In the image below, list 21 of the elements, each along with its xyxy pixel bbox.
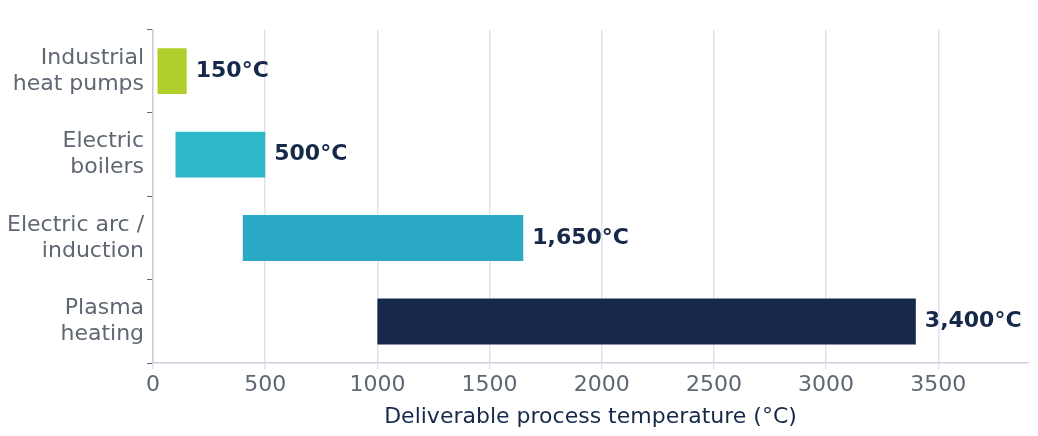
y-tick-label: Plasma heating	[60, 293, 145, 346]
y-tick-label: Electric arc / induction	[7, 210, 145, 262]
x-tick-label: 0	[146, 371, 161, 397]
x-tick-label: 1000	[349, 371, 406, 397]
y-tick-label: Electric boilers	[62, 127, 145, 179]
x-tick-label: 2000	[573, 371, 630, 397]
x-axis-title: Deliverable process temperature (°C)	[384, 402, 797, 428]
bar	[175, 131, 266, 178]
data-label: 1,650°C	[532, 223, 629, 249]
data-label: 3,400°C	[924, 307, 1022, 333]
bar	[242, 215, 524, 261]
x-tick-label: 3500	[910, 371, 967, 397]
x-tick-label: 1500	[461, 371, 518, 397]
x-tick-label: 3000	[798, 371, 855, 397]
bar	[157, 48, 187, 95]
data-label: 500°C	[274, 140, 348, 166]
x-tick-label: 500	[244, 371, 287, 397]
bar	[377, 298, 916, 345]
x-tick-label: 2500	[685, 371, 742, 397]
data-label: 150°C	[195, 56, 269, 82]
y-tick-label: Industrial heat pumps	[12, 43, 145, 96]
